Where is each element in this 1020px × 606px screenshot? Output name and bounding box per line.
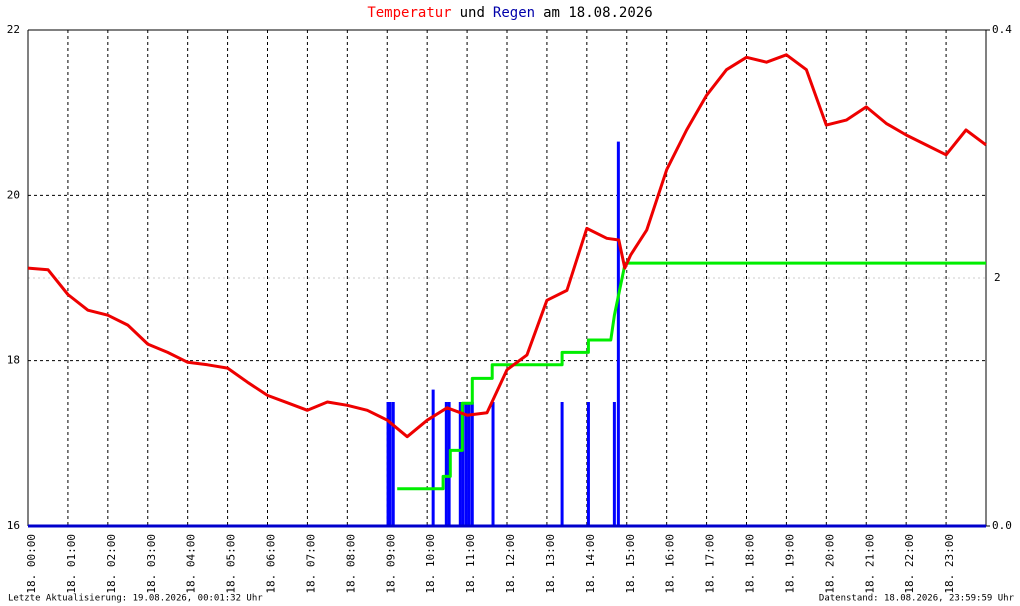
x-tick-label: 18. 13:00 xyxy=(544,534,557,594)
x-tick-label: 18. 17:00 xyxy=(704,534,717,594)
series-line xyxy=(27,53,987,439)
y-tick-label: 20 xyxy=(7,188,20,201)
footer-right: Datenstand: 18.08.2026, 23:59:59 Uhr xyxy=(819,594,1015,604)
x-tick-label: 18. 16:00 xyxy=(664,534,677,594)
x-tick-label: 18. 12:00 xyxy=(504,534,517,594)
title-part: Regen xyxy=(493,5,535,21)
x-tick-label: 18. 03:00 xyxy=(145,534,158,594)
y2-tick-label: 0.4 xyxy=(992,23,1012,36)
x-tick-label: 18. 07:00 xyxy=(304,534,317,594)
rain-bar xyxy=(464,402,468,526)
rain-bar xyxy=(467,402,471,526)
title-part: und xyxy=(460,5,485,21)
footer-left: Letzte Aktualisierung: 19.08.2026, 00:01… xyxy=(8,594,263,604)
rain-bar xyxy=(431,389,435,526)
x-tick-label: 18. 06:00 xyxy=(265,534,278,594)
rain-bar xyxy=(560,402,564,526)
x-tick-label: 18. 19:00 xyxy=(783,534,796,594)
title-part: am 18.08.2026 xyxy=(543,5,653,21)
x-tick-label: 18. 14:00 xyxy=(584,534,597,594)
y-tick-label: 22 xyxy=(7,23,20,36)
x-tick-label: 18. 20:00 xyxy=(823,534,836,594)
x-tick-label: 18. 02:00 xyxy=(105,534,118,594)
rain-bar xyxy=(586,402,590,526)
series-line xyxy=(397,261,986,491)
y2-tick-label: 0.0 xyxy=(992,519,1012,532)
title-part: Temperatur xyxy=(367,5,451,21)
y3-tick-label: 2 xyxy=(994,271,1001,284)
y-tick-label: 18 xyxy=(7,354,20,367)
rain-bar xyxy=(458,402,462,526)
x-tick-label: 18. 15:00 xyxy=(624,534,637,594)
x-tick-label: 18. 00:00 xyxy=(25,534,38,594)
rain-bar xyxy=(461,402,465,526)
x-tick-label: 18. 21:00 xyxy=(863,534,876,594)
y-tick-label: 16 xyxy=(7,519,20,532)
x-tick-label: 18. 08:00 xyxy=(344,534,357,594)
x-tick-label: 18. 10:00 xyxy=(424,534,437,594)
x-tick-label: 18. 11:00 xyxy=(464,534,477,594)
x-tick-label: 18. 01:00 xyxy=(65,534,78,594)
x-tick-label: 18. 18:00 xyxy=(744,534,757,594)
x-tick-label: 18. 09:00 xyxy=(384,534,397,594)
x-tick-label: 18. 23:00 xyxy=(943,534,956,594)
x-tick-label: 18. 05:00 xyxy=(225,534,238,594)
rain-bar xyxy=(612,402,616,526)
rain-bar xyxy=(388,402,392,526)
chart-title: Temperatur und Regen am 18.08.2026 xyxy=(367,5,652,21)
rain-bar xyxy=(616,141,620,526)
x-tick-label: 18. 04:00 xyxy=(185,534,198,594)
rain-bar xyxy=(470,402,474,526)
rain-bar xyxy=(444,402,448,526)
rain-bar xyxy=(386,402,390,526)
rain-bar xyxy=(391,402,395,526)
x-tick-label: 18. 22:00 xyxy=(903,534,916,594)
rain-bar xyxy=(491,402,495,526)
